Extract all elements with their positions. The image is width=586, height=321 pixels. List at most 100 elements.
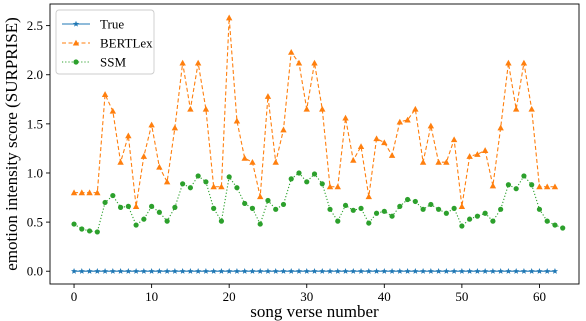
- data-point-bertlex: [357, 143, 365, 150]
- data-point-ssm: [436, 206, 442, 212]
- data-point-bertlex: [342, 114, 349, 121]
- data-point-ssm: [373, 210, 380, 216]
- data-point-ssm: [467, 216, 473, 222]
- data-point-ssm: [218, 218, 225, 224]
- y-tick-label: 2.0: [27, 67, 43, 82]
- data-point-true: [551, 268, 558, 274]
- data-point-ssm: [195, 173, 201, 179]
- data-point-bertlex: [233, 117, 241, 124]
- data-point-true: [389, 268, 396, 274]
- legend-marker-ssm: [73, 59, 79, 65]
- data-point-true: [179, 268, 186, 274]
- data-point-true: [513, 268, 520, 274]
- data-point-ssm: [149, 203, 155, 209]
- data-point-bertlex: [225, 14, 233, 21]
- legend-label-bertlex: BERTLex: [100, 36, 153, 51]
- legend-marker-true: [72, 20, 80, 27]
- data-point-bertlex: [202, 105, 210, 112]
- y-tick-label: 0.0: [27, 264, 43, 279]
- data-point-true: [171, 268, 178, 274]
- data-point-bertlex: [520, 59, 528, 66]
- data-point-bertlex: [319, 105, 326, 112]
- data-point-bertlex: [241, 155, 248, 161]
- data-point-true: [133, 268, 140, 274]
- data-point-ssm: [350, 207, 356, 213]
- data-point-ssm: [319, 181, 325, 187]
- data-point-ssm: [125, 203, 131, 209]
- data-point-bertlex: [350, 157, 357, 163]
- data-point-bertlex: [497, 124, 504, 131]
- data-point-ssm: [187, 185, 193, 191]
- data-point-bertlex: [101, 91, 109, 97]
- series-line-bertlex: [74, 17, 555, 207]
- data-point-bertlex: [86, 189, 93, 196]
- data-point-bertlex: [326, 183, 334, 190]
- data-point-ssm: [273, 206, 279, 212]
- data-point-ssm: [451, 205, 457, 211]
- data-point-true: [427, 268, 434, 274]
- legend-label-true: True: [100, 17, 124, 32]
- data-point-true: [109, 268, 116, 274]
- data-point-ssm: [443, 210, 449, 216]
- data-point-bertlex: [536, 183, 543, 190]
- data-point-true: [482, 268, 489, 274]
- data-point-true: [420, 268, 427, 274]
- data-point-true: [156, 268, 163, 274]
- data-point-true: [264, 268, 271, 274]
- data-point-ssm: [404, 196, 411, 203]
- data-point-ssm: [110, 192, 116, 199]
- data-point-ssm: [203, 179, 209, 185]
- x-tick-label: 10: [145, 289, 158, 304]
- x-axis-label: song verse number: [250, 302, 379, 321]
- data-point-ssm: [86, 228, 93, 234]
- data-point-ssm: [358, 205, 364, 211]
- x-tick-label: 60: [533, 289, 546, 304]
- y-tick-label: 2.5: [27, 18, 43, 33]
- data-point-true: [404, 268, 411, 274]
- data-point-true: [373, 268, 380, 274]
- data-point-true: [311, 268, 318, 274]
- data-point-bertlex: [443, 158, 450, 165]
- y-tick-label: 1.0: [27, 165, 43, 180]
- data-point-true: [86, 268, 93, 274]
- data-point-ssm: [257, 221, 263, 227]
- data-point-bertlex: [78, 189, 86, 196]
- data-point-bertlex: [148, 121, 155, 128]
- data-point-bertlex: [373, 135, 380, 142]
- data-point-bertlex: [551, 183, 559, 190]
- data-point-true: [226, 268, 233, 274]
- x-tick-label: 0: [71, 289, 78, 304]
- data-point-true: [412, 268, 419, 274]
- data-point-ssm: [211, 205, 217, 211]
- data-point-true: [474, 268, 481, 274]
- data-point-bertlex: [412, 105, 419, 112]
- data-point-ssm: [117, 204, 124, 210]
- data-point-ssm: [529, 182, 535, 188]
- data-point-bertlex: [187, 105, 194, 112]
- data-point-bertlex: [272, 158, 279, 165]
- series-true: [71, 268, 558, 274]
- data-point-bertlex: [458, 203, 466, 209]
- x-tick-label: 20: [223, 289, 236, 304]
- data-point-true: [443, 268, 450, 274]
- data-point-true: [319, 268, 326, 274]
- data-point-true: [249, 268, 256, 274]
- data-point-bertlex: [334, 183, 341, 190]
- data-point-bertlex: [489, 182, 497, 189]
- data-point-ssm: [513, 186, 519, 192]
- data-point-true: [334, 268, 341, 274]
- data-point-true: [358, 268, 365, 274]
- data-point-true: [365, 268, 372, 274]
- data-point-true: [528, 268, 535, 274]
- data-point-bertlex: [404, 116, 411, 123]
- data-point-true: [148, 268, 155, 274]
- data-point-true: [288, 268, 295, 274]
- data-point-ssm: [141, 216, 147, 222]
- data-point-ssm: [296, 170, 302, 176]
- data-point-true: [218, 268, 225, 274]
- data-point-bertlex: [218, 183, 225, 190]
- data-point-true: [78, 268, 85, 274]
- data-point-ssm: [288, 176, 294, 182]
- y-tick-label: 1.5: [27, 116, 43, 131]
